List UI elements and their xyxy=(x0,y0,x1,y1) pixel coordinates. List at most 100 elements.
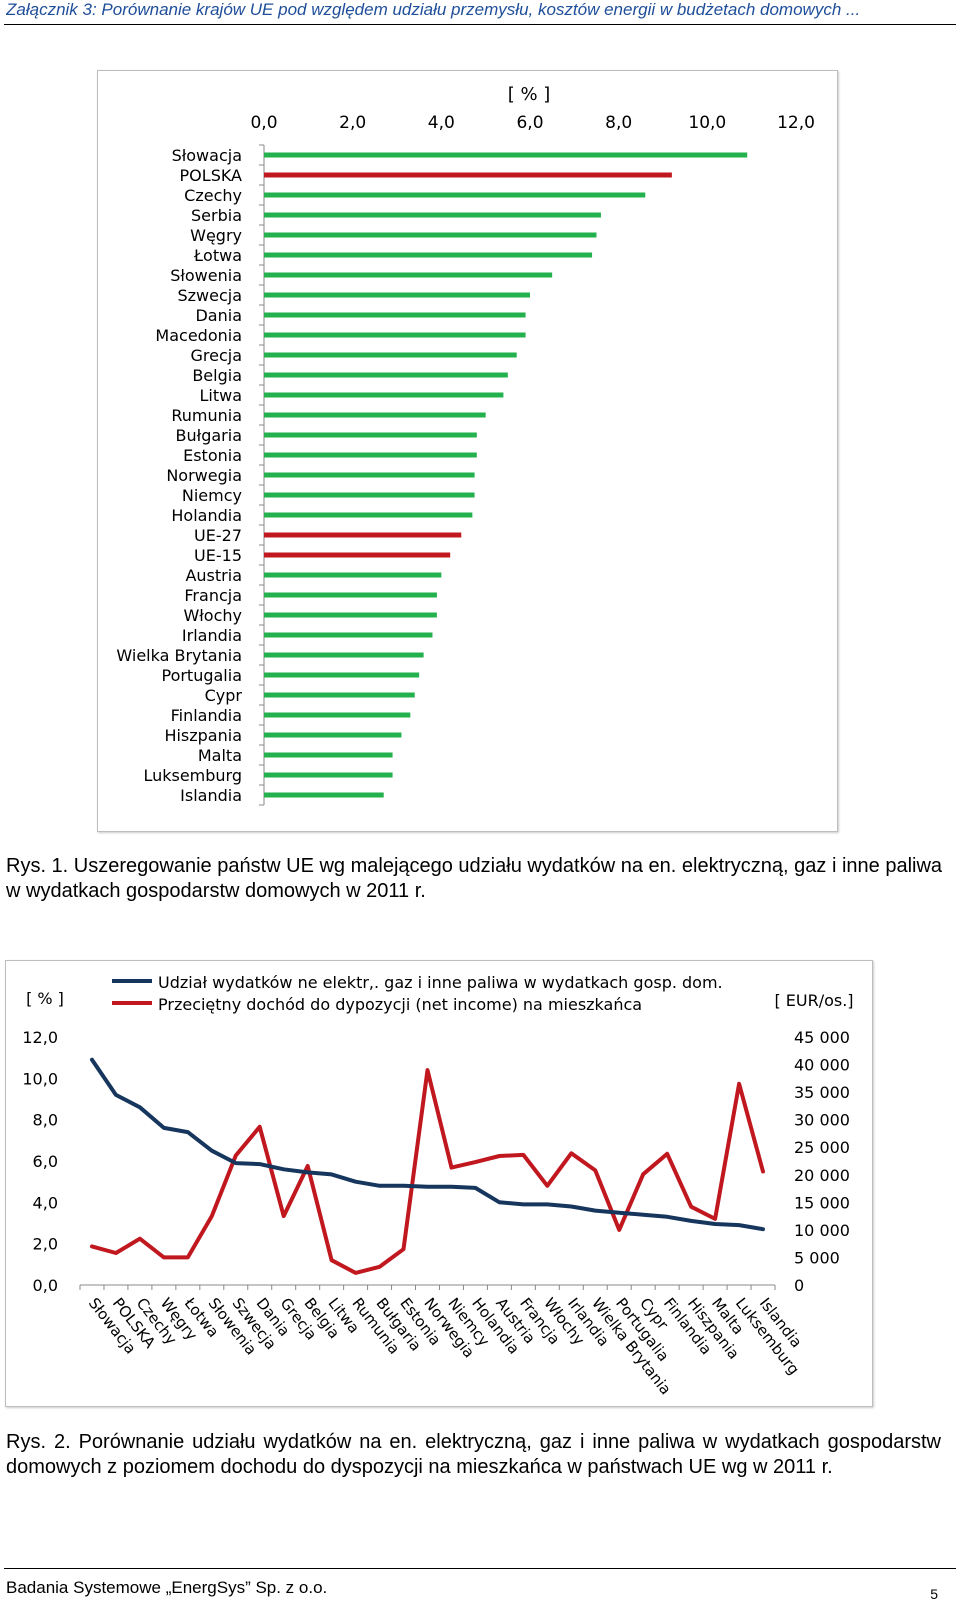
bar xyxy=(264,452,477,458)
bar xyxy=(264,712,411,718)
x-tick-label: 0,0 xyxy=(250,113,277,133)
right-y-tick-label: 40 000 xyxy=(794,1056,850,1075)
series-line-share xyxy=(90,1057,765,1232)
figure-1-caption: Rys. 1. Uszeregowanie państw UE wg malej… xyxy=(6,855,943,902)
category-label: Bułgaria xyxy=(176,426,242,445)
x-tick-label: 12,0 xyxy=(777,113,815,133)
bar xyxy=(264,172,672,178)
bar xyxy=(264,552,451,558)
right-y-tick-label: 30 000 xyxy=(794,1111,850,1130)
bar xyxy=(264,792,384,798)
bar xyxy=(264,772,393,778)
bar xyxy=(264,432,477,438)
category-label: Węgry xyxy=(190,226,242,245)
category-label: Portugalia xyxy=(161,666,242,685)
x-tick-label: 8,0 xyxy=(605,113,632,133)
bar xyxy=(264,752,393,758)
left-y-tick-label: 12,0 xyxy=(22,1028,58,1047)
category-label: Włochy xyxy=(183,606,242,625)
category-label: Szwecja xyxy=(177,286,242,305)
bar xyxy=(264,612,437,618)
category-label: UE-15 xyxy=(194,546,242,565)
bar xyxy=(264,332,526,338)
category-label: UE-27 xyxy=(194,526,242,545)
bar xyxy=(264,472,475,478)
bar xyxy=(264,412,486,418)
bar xyxy=(264,672,420,678)
right-y-tick-label: 20 000 xyxy=(794,1166,850,1185)
right-y-tick-label: 10 000 xyxy=(794,1221,850,1240)
category-label: Wielka Brytania xyxy=(116,646,242,665)
bar xyxy=(264,192,646,198)
bar xyxy=(264,392,504,398)
left-y-tick-label: 10,0 xyxy=(22,1069,58,1088)
category-label: Rumunia xyxy=(171,406,242,425)
bar xyxy=(264,572,442,578)
footer-divider xyxy=(4,1568,956,1569)
header-divider xyxy=(4,24,956,25)
category-label: Islandia xyxy=(180,786,242,805)
category-label: Słowacja xyxy=(172,146,242,165)
right-y-tick-label: 5 000 xyxy=(794,1248,840,1267)
bar-chart-title: [ % ] xyxy=(508,84,551,105)
right-y-tick-label: 35 000 xyxy=(794,1083,850,1102)
category-label: POLSKA xyxy=(180,166,243,185)
line-chart: Udział wydatków ne elektr,. gaz i inne p… xyxy=(22,973,853,1398)
category-label: Słowenia xyxy=(170,266,242,285)
category-label: Malta xyxy=(198,746,242,765)
category-label: Niemcy xyxy=(182,486,242,505)
category-label: Czechy xyxy=(184,186,242,205)
category-label: Luksemburg xyxy=(143,766,242,785)
series-line-income xyxy=(90,1068,765,1275)
x-tick-label: 6,0 xyxy=(516,113,543,133)
category-label: Norwegia xyxy=(166,466,242,485)
category-label: Serbia xyxy=(191,206,242,225)
category-label: Hiszpania xyxy=(164,726,242,745)
category-label: Cypr xyxy=(205,686,243,705)
bar-chart: [ % ] 0,0 2,0 4,0 6,0 8,0 10,0 12,0 SłowacjaPOL… xyxy=(116,84,815,806)
category-label: Grecja xyxy=(190,346,242,365)
bar xyxy=(264,252,593,258)
bar xyxy=(264,292,530,298)
category-label: Belgia xyxy=(192,366,242,385)
bar xyxy=(264,532,462,538)
bar xyxy=(264,652,424,658)
left-y-tick-label: 0,0 xyxy=(33,1276,58,1295)
bar xyxy=(264,692,415,698)
right-y-tick-label: 0 xyxy=(794,1276,804,1295)
left-axis-unit: [ % ] xyxy=(26,989,64,1008)
right-y-tick-label: 45 000 xyxy=(794,1028,850,1047)
x-tick-label: 4,0 xyxy=(428,113,455,133)
left-y-tick-label: 4,0 xyxy=(33,1193,58,1212)
category-label: Irlandia xyxy=(182,626,242,645)
figure-2-caption: Rys. 2. Porównanie udziału wydatków na e… xyxy=(6,1431,941,1478)
right-axis-unit: [ EUR/os.] xyxy=(774,991,853,1010)
category-label: Łotwa xyxy=(193,246,242,265)
legend-label-income: Przeciętny dochód do dypozycji (net inco… xyxy=(158,995,642,1014)
category-label: Dania xyxy=(195,306,242,325)
bar xyxy=(264,372,508,378)
legend-label-share: Udział wydatków ne elektr,. gaz i inne p… xyxy=(158,973,723,992)
category-label: Finlandia xyxy=(171,706,242,725)
bar xyxy=(264,632,433,638)
bar xyxy=(264,732,402,738)
left-y-tick-label: 6,0 xyxy=(33,1152,58,1171)
category-label: Francja xyxy=(184,586,242,605)
left-y-tick-label: 8,0 xyxy=(33,1111,58,1130)
bar xyxy=(264,152,748,158)
bar xyxy=(264,212,601,218)
page-number: 5 xyxy=(930,1586,938,1602)
page-header: Załącznik 3: Porównanie krajów UE pod wz… xyxy=(6,0,861,19)
bar xyxy=(264,352,517,358)
category-label: Macedonia xyxy=(155,326,242,345)
bar-chart-frame xyxy=(97,70,838,832)
right-y-tick-label: 25 000 xyxy=(794,1138,850,1157)
bar xyxy=(264,592,437,598)
category-label: Austria xyxy=(185,566,242,585)
bar xyxy=(264,312,526,318)
category-label: Estonia xyxy=(183,446,242,465)
bar xyxy=(264,232,597,238)
x-tick-label: 2,0 xyxy=(339,113,366,133)
right-y-tick-label: 15 000 xyxy=(794,1193,850,1212)
bar xyxy=(264,512,473,518)
